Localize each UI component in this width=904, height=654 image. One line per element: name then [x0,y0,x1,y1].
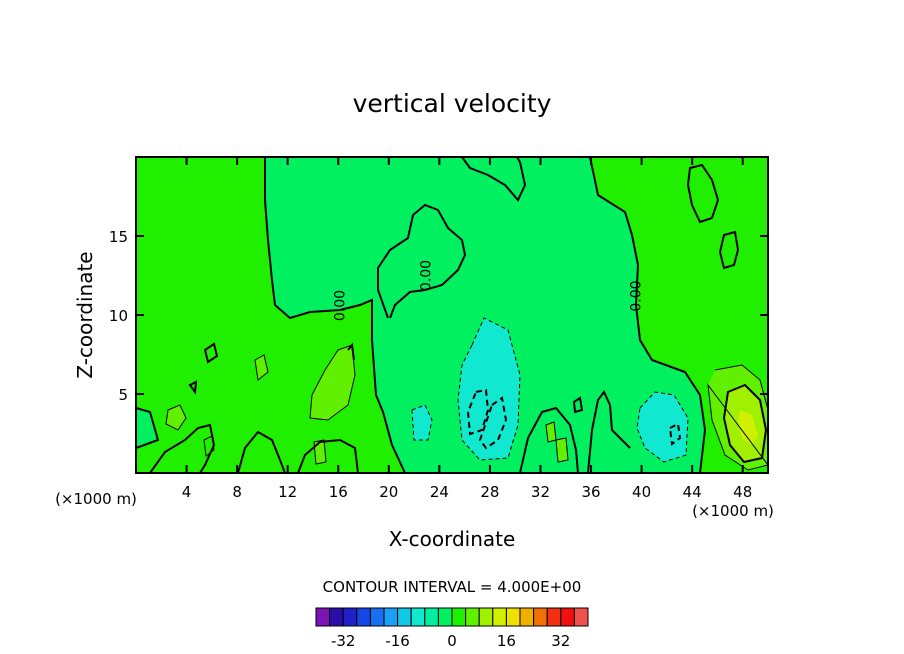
zero-contour-mid-bubble [377,203,467,319]
zero-region-left [136,408,158,448]
weak-downdraft-region-a [458,318,520,460]
positive-contours [165,344,769,471]
zero-contour-bottom-bumps [149,390,631,474]
colorbar-swatch [492,607,507,627]
contour-neg4-a [457,317,521,461]
contour-labels: 0.00 0.00 0.00 [333,260,645,321]
contour-neg8-a [466,388,490,436]
colorbar-swatch [573,607,589,627]
x-unit-label-right: (×1000 m) [692,502,774,520]
colorbar-swatch [383,607,399,627]
colorbar-swatch [478,607,494,627]
zero-contour-left-edge [135,407,160,449]
colorbar-swatch [465,607,480,627]
chart-title: vertical velocity [353,89,552,118]
contour-neg8-b [478,396,508,450]
zero-region-main [265,157,705,473]
zero-contour-small-loops [188,342,584,414]
contour-8-right [722,383,768,464]
contour-4-center [309,344,356,421]
y-axis: 5 10 15 [109,228,768,404]
colorbar-swatch [437,607,453,627]
updraft-region-small-a [166,405,186,430]
y-tick-label: 5 [118,386,128,404]
colorbar-swatch [519,607,535,627]
colorbar-labels: -32 -16 0 16 32 [331,632,570,650]
y-axis-title: Z-coordinate [73,251,97,378]
contour-neg4-b [636,391,689,463]
colorbar-swatch [356,607,371,627]
x-tick-label: 4 [182,483,192,501]
colorbar-swatch [329,607,344,627]
x-tick-label: 36 [581,483,600,501]
x-tick-label: 48 [733,483,752,501]
updraft-region-small-e [556,438,568,462]
contour-interval-label: CONTOUR INTERVAL = 4.000E+00 [323,578,582,596]
zero-contour-right-blob [686,163,720,224]
updraft-region-small-d [546,422,556,442]
colorbar-tick-label: 16 [497,632,516,650]
contour-4-small [165,354,569,465]
colorbar-tick-label: 0 [447,632,457,650]
updraft-region-small-b [255,355,268,380]
colorbar-swatch [560,607,575,627]
colorbar-swatch [410,607,426,627]
x-unit-label-left: (×1000 m) [55,490,137,508]
colorbar-swatch [533,607,548,627]
x-tick-label: 32 [531,483,550,501]
zero-contour-right-column [589,156,707,474]
contour-value-label: 0.00 [628,280,644,311]
x-tick-label: 44 [683,483,702,501]
x-axis: 4 8 12 16 20 24 28 32 36 40 44 48 [182,157,752,501]
plot-area: 0.00 0.00 0.00 [135,156,769,474]
colorbar-swatch [315,607,331,627]
colorbar-swatch [342,607,358,627]
weak-downdraft-region-c [412,405,432,440]
colorbar-swatch [369,607,385,627]
x-tick-label: 40 [632,483,651,501]
colorbar-swatch [424,607,439,627]
colorbar-tick-label: -16 [385,632,410,650]
colorbar-swatch [451,607,467,627]
zero-contour-left-column [264,157,406,474]
x-tick-label: 24 [430,483,449,501]
x-tick-label: 16 [329,483,348,501]
x-tick-label: 8 [232,483,242,501]
zero-contours [135,156,740,474]
updraft-region-small-c [314,440,326,464]
colorbar-swatch [397,607,412,627]
updraft-region-center-left [310,345,355,420]
y-tick-label: 15 [109,228,128,246]
x-axis-title: X-coordinate [389,527,516,551]
zero-contour-right-small [718,230,740,270]
strong-negative-contours [466,388,682,450]
x-tick-label: 12 [278,483,297,501]
negative-contours [411,317,689,463]
colorbar [315,607,589,627]
colorbar-tick-label: 32 [551,632,570,650]
strong-positive-contours [722,383,768,464]
colorbar-swatch [546,607,562,627]
colorbar-swatch [505,607,521,627]
contour-value-label: 0.00 [333,290,349,321]
updraft-region-right-core [738,410,758,445]
weak-downdraft-region-b [637,392,688,462]
x-tick-label: 20 [379,483,398,501]
colorbar-tick-label: -32 [331,632,356,650]
y-tick-label: 10 [109,307,128,325]
contour-value-label: 0.00 [419,260,435,291]
zero-contour-top-lobe [461,156,527,202]
contour-neg8-c [668,422,682,446]
x-tick-label: 28 [480,483,499,501]
